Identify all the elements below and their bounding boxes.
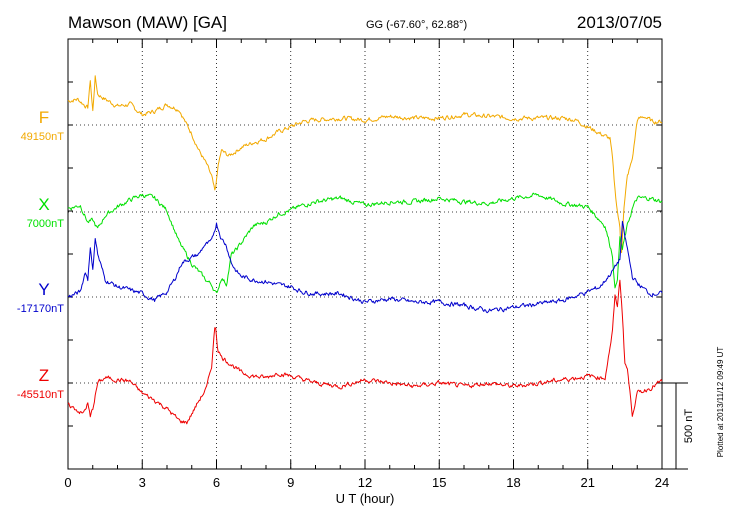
- series-label-Z: Z: [39, 366, 49, 385]
- x-tick-label-12: 12: [358, 475, 372, 490]
- baseline-lines: [68, 124, 662, 384]
- series-baseline-Z: -45510nT: [17, 389, 64, 401]
- x-tick-label-18: 18: [506, 475, 520, 490]
- coordinates-label: GG (-67.60°, 62.88°): [366, 19, 467, 31]
- series-baseline-F: 49150nT: [21, 131, 65, 143]
- series-line-Z: [67, 279, 663, 425]
- series-line-X: [67, 192, 663, 293]
- station-title: Mawson (MAW) [GA]: [68, 13, 227, 32]
- scale-bar: 500 nT: [662, 382, 695, 470]
- series-baseline-X: 7000nT: [27, 218, 65, 230]
- date-label: 2013/07/05: [577, 13, 662, 32]
- x-tick-label-9: 9: [287, 475, 294, 490]
- scale-bar-label: 500 nT: [683, 409, 695, 444]
- series-traces: [67, 75, 663, 425]
- x-tick-label-3: 3: [139, 475, 146, 490]
- x-tick-label-0: 0: [64, 475, 71, 490]
- x-tick-label-21: 21: [581, 475, 595, 490]
- series-baseline-Y: -17170nT: [17, 303, 64, 315]
- axis-ticks: 0 3 6 9 12 15 18 21 24: [64, 39, 669, 490]
- series-label-F: F: [39, 108, 49, 127]
- series-line-Y: [67, 220, 663, 314]
- grid-lines: [141, 39, 589, 469]
- series-label-X: X: [38, 195, 49, 214]
- plotted-timestamp: Plotted at 2013/11/12 09:49 UT: [716, 347, 725, 458]
- series-line-F: [67, 75, 663, 254]
- x-tick-label-24: 24: [655, 475, 669, 490]
- x-axis-label: U T (hour): [336, 491, 395, 506]
- x-tick-label-15: 15: [432, 475, 446, 490]
- series-labels: F 49150nT X 7000nT Y -17170nT Z -45510nT: [17, 108, 64, 401]
- series-label-Y: Y: [38, 280, 49, 299]
- x-tick-label-6: 6: [213, 475, 220, 490]
